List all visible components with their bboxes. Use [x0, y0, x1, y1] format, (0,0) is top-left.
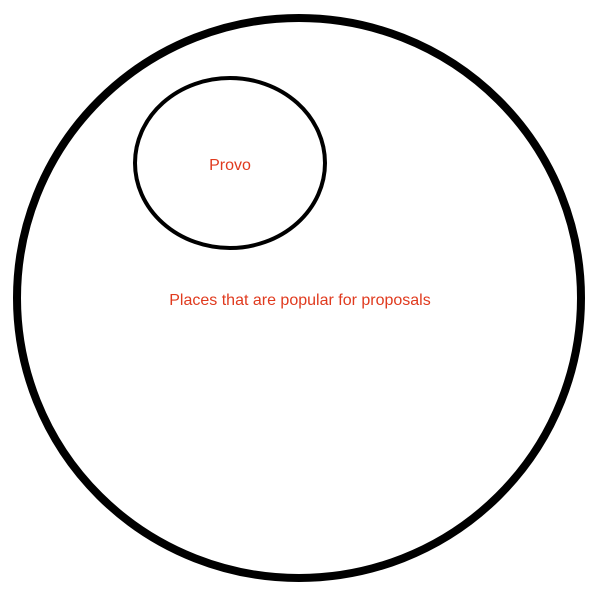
outer-set-label: Places that are popular for proposals — [169, 292, 430, 309]
inner-set-label: Provo — [209, 157, 251, 174]
outer-set-circle — [13, 14, 585, 582]
inner-set-circle — [133, 76, 327, 250]
